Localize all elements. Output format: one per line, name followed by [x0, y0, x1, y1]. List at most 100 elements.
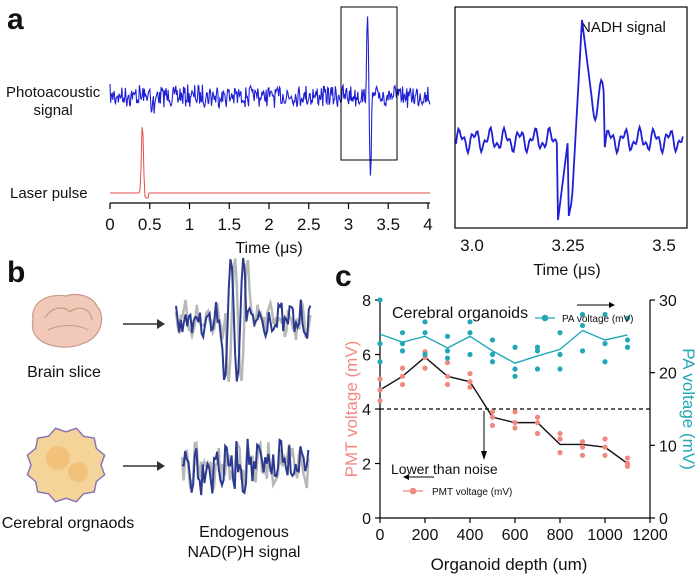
pa-data-point: [444, 355, 451, 361]
pa-data-point: [624, 344, 631, 350]
panel-label-a: a: [7, 3, 24, 36]
organoid-image: [26, 427, 106, 503]
pmt-data-point: [377, 376, 383, 382]
c-x-tick-label: 800: [547, 527, 574, 544]
pa-data-point: [422, 330, 428, 336]
pmt-data-point: [579, 439, 586, 445]
main-x-axis-label: Time (μs): [235, 240, 302, 257]
pa-data-point: [489, 337, 496, 343]
c-right-tick-label: 30: [659, 293, 677, 310]
pmt-data-point: [377, 387, 383, 393]
organoid-lobe: [68, 462, 88, 482]
pa-data-point: [444, 348, 451, 354]
legend-pa: PA voltage (mV): [535, 302, 634, 325]
c-x-tick-label: 1200: [632, 527, 668, 544]
pmt-data-point: [557, 450, 563, 456]
pmt-data-point: [489, 414, 496, 420]
panel-label-c: c: [335, 260, 352, 293]
c-chart-title: Cerebral organoids: [392, 305, 528, 322]
brain-slice-image: [31, 293, 103, 348]
pmt-data-point: [579, 444, 586, 450]
c-left-tick-label: 6: [362, 348, 371, 365]
pmt-data-point: [624, 455, 631, 461]
pa-data-point: [489, 359, 496, 365]
pmt-data-point: [557, 430, 563, 437]
legend-pmt-label: PMT voltage (mV): [432, 487, 512, 498]
inset-frame: [454, 6, 688, 229]
pmt-mean-line: [379, 356, 628, 465]
pa-data-point: [467, 319, 473, 325]
pa-data-point: [579, 348, 586, 354]
pmt-data-point: [602, 436, 608, 442]
pa-data-point: [624, 337, 631, 343]
pmt-data-point: [602, 444, 608, 450]
brain-slice-label: Brain slice: [27, 364, 101, 381]
panel-b: Brain slice Cerebral orgnaods Endogenous…: [2, 257, 312, 561]
pa-data-point: [399, 330, 406, 336]
pmt-data-point: [602, 452, 608, 458]
pmt-data-point: [489, 422, 496, 428]
pa-data-point: [534, 366, 541, 372]
pa-data-point: [512, 344, 518, 350]
pa-data-point: [489, 351, 496, 358]
pa-data-point: [512, 366, 518, 372]
brain-slice-gray-trace: [174, 258, 312, 383]
pmt-data-point: [467, 370, 473, 377]
main-x-tick-label: 1.5: [217, 215, 241, 234]
pmt-data-point: [512, 409, 518, 415]
main-x-tick-label: 4: [423, 215, 432, 234]
arrow-icon: [123, 319, 165, 329]
pmt-data-point: [512, 425, 518, 431]
pa-data-point: [557, 351, 563, 358]
pmt-data-point: [444, 373, 451, 379]
organoid-lobe: [46, 446, 70, 470]
c-right-tick-label: 10: [659, 438, 677, 455]
pmt-data-point: [534, 430, 541, 437]
pmt-data-point: [534, 414, 541, 420]
pa-data-point: [557, 366, 563, 372]
c-left-tick-label: 2: [362, 457, 371, 474]
pmt-data-point: [422, 365, 428, 371]
main-x-tick-label: 0.5: [138, 215, 162, 234]
c-left-tick-label: 4: [362, 402, 371, 419]
pa-data-point: [377, 341, 383, 347]
pa-data-point: [377, 297, 383, 303]
pa-data-point: [557, 330, 563, 336]
pmt-data-point: [444, 360, 451, 366]
inset-x-tick-label: 3.25: [551, 236, 584, 255]
pa-data-point: [444, 333, 451, 339]
pa-data-point: [602, 311, 608, 318]
pmt-data-point: [489, 409, 496, 415]
pa-data-point: [579, 311, 586, 318]
pa-data-point: [579, 322, 586, 329]
c-left-tick-label: 0: [362, 511, 371, 528]
pa-data-point: [422, 319, 428, 325]
noise-arrow-icon: [481, 411, 487, 460]
pmt-data-point: [534, 420, 541, 426]
pmt-data-point: [624, 460, 631, 467]
pa-data-point: [624, 315, 631, 321]
c-x-axis-label: Organoid depth (um): [431, 555, 588, 574]
noise-annotation: Lower than noise: [391, 461, 498, 477]
pa-data-point: [534, 348, 541, 354]
pa-data-point: [422, 351, 428, 358]
inset-title: NADH signal: [580, 19, 666, 36]
nadh-trace: [455, 19, 684, 221]
pmt-data-point: [444, 381, 451, 388]
main-x-tick-label: 1: [185, 215, 194, 234]
main-x-tick-label: 0: [105, 215, 114, 234]
c-left-axis-label: PMT voltage (mV): [342, 341, 361, 478]
organoid-label: Cerebral orgnaods: [2, 515, 135, 532]
panel-a-main-plot: 0 0.5 1 1.5 2 2.5 3 3.5 4 Time (μs): [105, 6, 433, 257]
inset-x-tick-label: 3.5: [652, 236, 676, 255]
c-x-tick-label: 200: [412, 527, 439, 544]
c-x-tick-label: 400: [457, 527, 484, 544]
pa-data-point: [534, 344, 541, 350]
brain-slice-signal-trace: [175, 257, 312, 382]
inset-x-axis-label: Time (μs): [533, 262, 600, 279]
legend-pa-label: PA voltage (mV): [562, 314, 634, 325]
laser-pulse-label: Laser pulse: [10, 185, 88, 202]
main-x-tick-label: 3: [344, 215, 353, 234]
c-right-axis-label: PA voltage (mV): [679, 348, 698, 470]
pa-data-point: [399, 341, 406, 347]
